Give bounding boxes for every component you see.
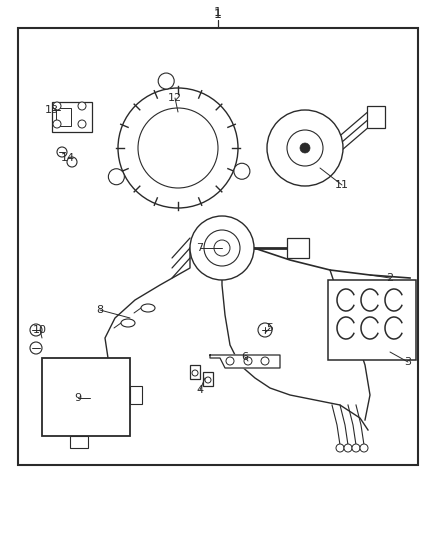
Text: 14: 14 <box>61 153 75 163</box>
Text: 13: 13 <box>45 105 59 115</box>
Text: 1: 1 <box>214 7 222 20</box>
Text: 5: 5 <box>266 323 273 333</box>
Bar <box>203 372 213 386</box>
Text: 7: 7 <box>196 243 204 253</box>
Circle shape <box>205 377 211 383</box>
Circle shape <box>261 357 269 365</box>
Circle shape <box>30 324 42 336</box>
Circle shape <box>214 240 230 256</box>
Circle shape <box>190 216 254 280</box>
Circle shape <box>192 370 198 376</box>
Circle shape <box>258 323 272 337</box>
Text: 11: 11 <box>335 180 349 190</box>
Circle shape <box>158 73 174 89</box>
Bar <box>18 28 418 465</box>
Circle shape <box>204 230 240 266</box>
Circle shape <box>53 102 61 110</box>
Circle shape <box>67 157 77 167</box>
Bar <box>287 238 309 258</box>
Circle shape <box>360 444 368 452</box>
Circle shape <box>336 444 344 452</box>
Text: 8: 8 <box>96 305 103 315</box>
Ellipse shape <box>141 304 155 312</box>
Circle shape <box>344 444 352 452</box>
Circle shape <box>267 110 343 186</box>
Text: 9: 9 <box>74 393 81 403</box>
Circle shape <box>78 120 86 128</box>
Circle shape <box>226 357 234 365</box>
Polygon shape <box>210 355 280 368</box>
Bar <box>70 436 88 448</box>
Text: 6: 6 <box>241 352 248 362</box>
Text: 2: 2 <box>386 273 394 283</box>
Circle shape <box>244 357 252 365</box>
Bar <box>130 386 142 404</box>
Text: 12: 12 <box>168 93 182 103</box>
Circle shape <box>53 120 61 128</box>
Circle shape <box>78 102 86 110</box>
Circle shape <box>287 130 323 166</box>
Circle shape <box>300 143 310 153</box>
Circle shape <box>234 163 250 179</box>
Bar <box>190 365 200 379</box>
Circle shape <box>352 444 360 452</box>
Circle shape <box>30 342 42 354</box>
Bar <box>42 358 130 436</box>
Bar <box>328 280 416 360</box>
Bar <box>367 106 385 128</box>
Bar <box>52 102 92 132</box>
Bar <box>56 108 71 126</box>
Text: 1: 1 <box>214 6 222 20</box>
Circle shape <box>108 169 124 185</box>
Circle shape <box>57 147 67 157</box>
Ellipse shape <box>121 319 135 327</box>
Text: 4: 4 <box>196 385 204 395</box>
Text: 10: 10 <box>33 325 47 335</box>
Text: 3: 3 <box>405 357 411 367</box>
